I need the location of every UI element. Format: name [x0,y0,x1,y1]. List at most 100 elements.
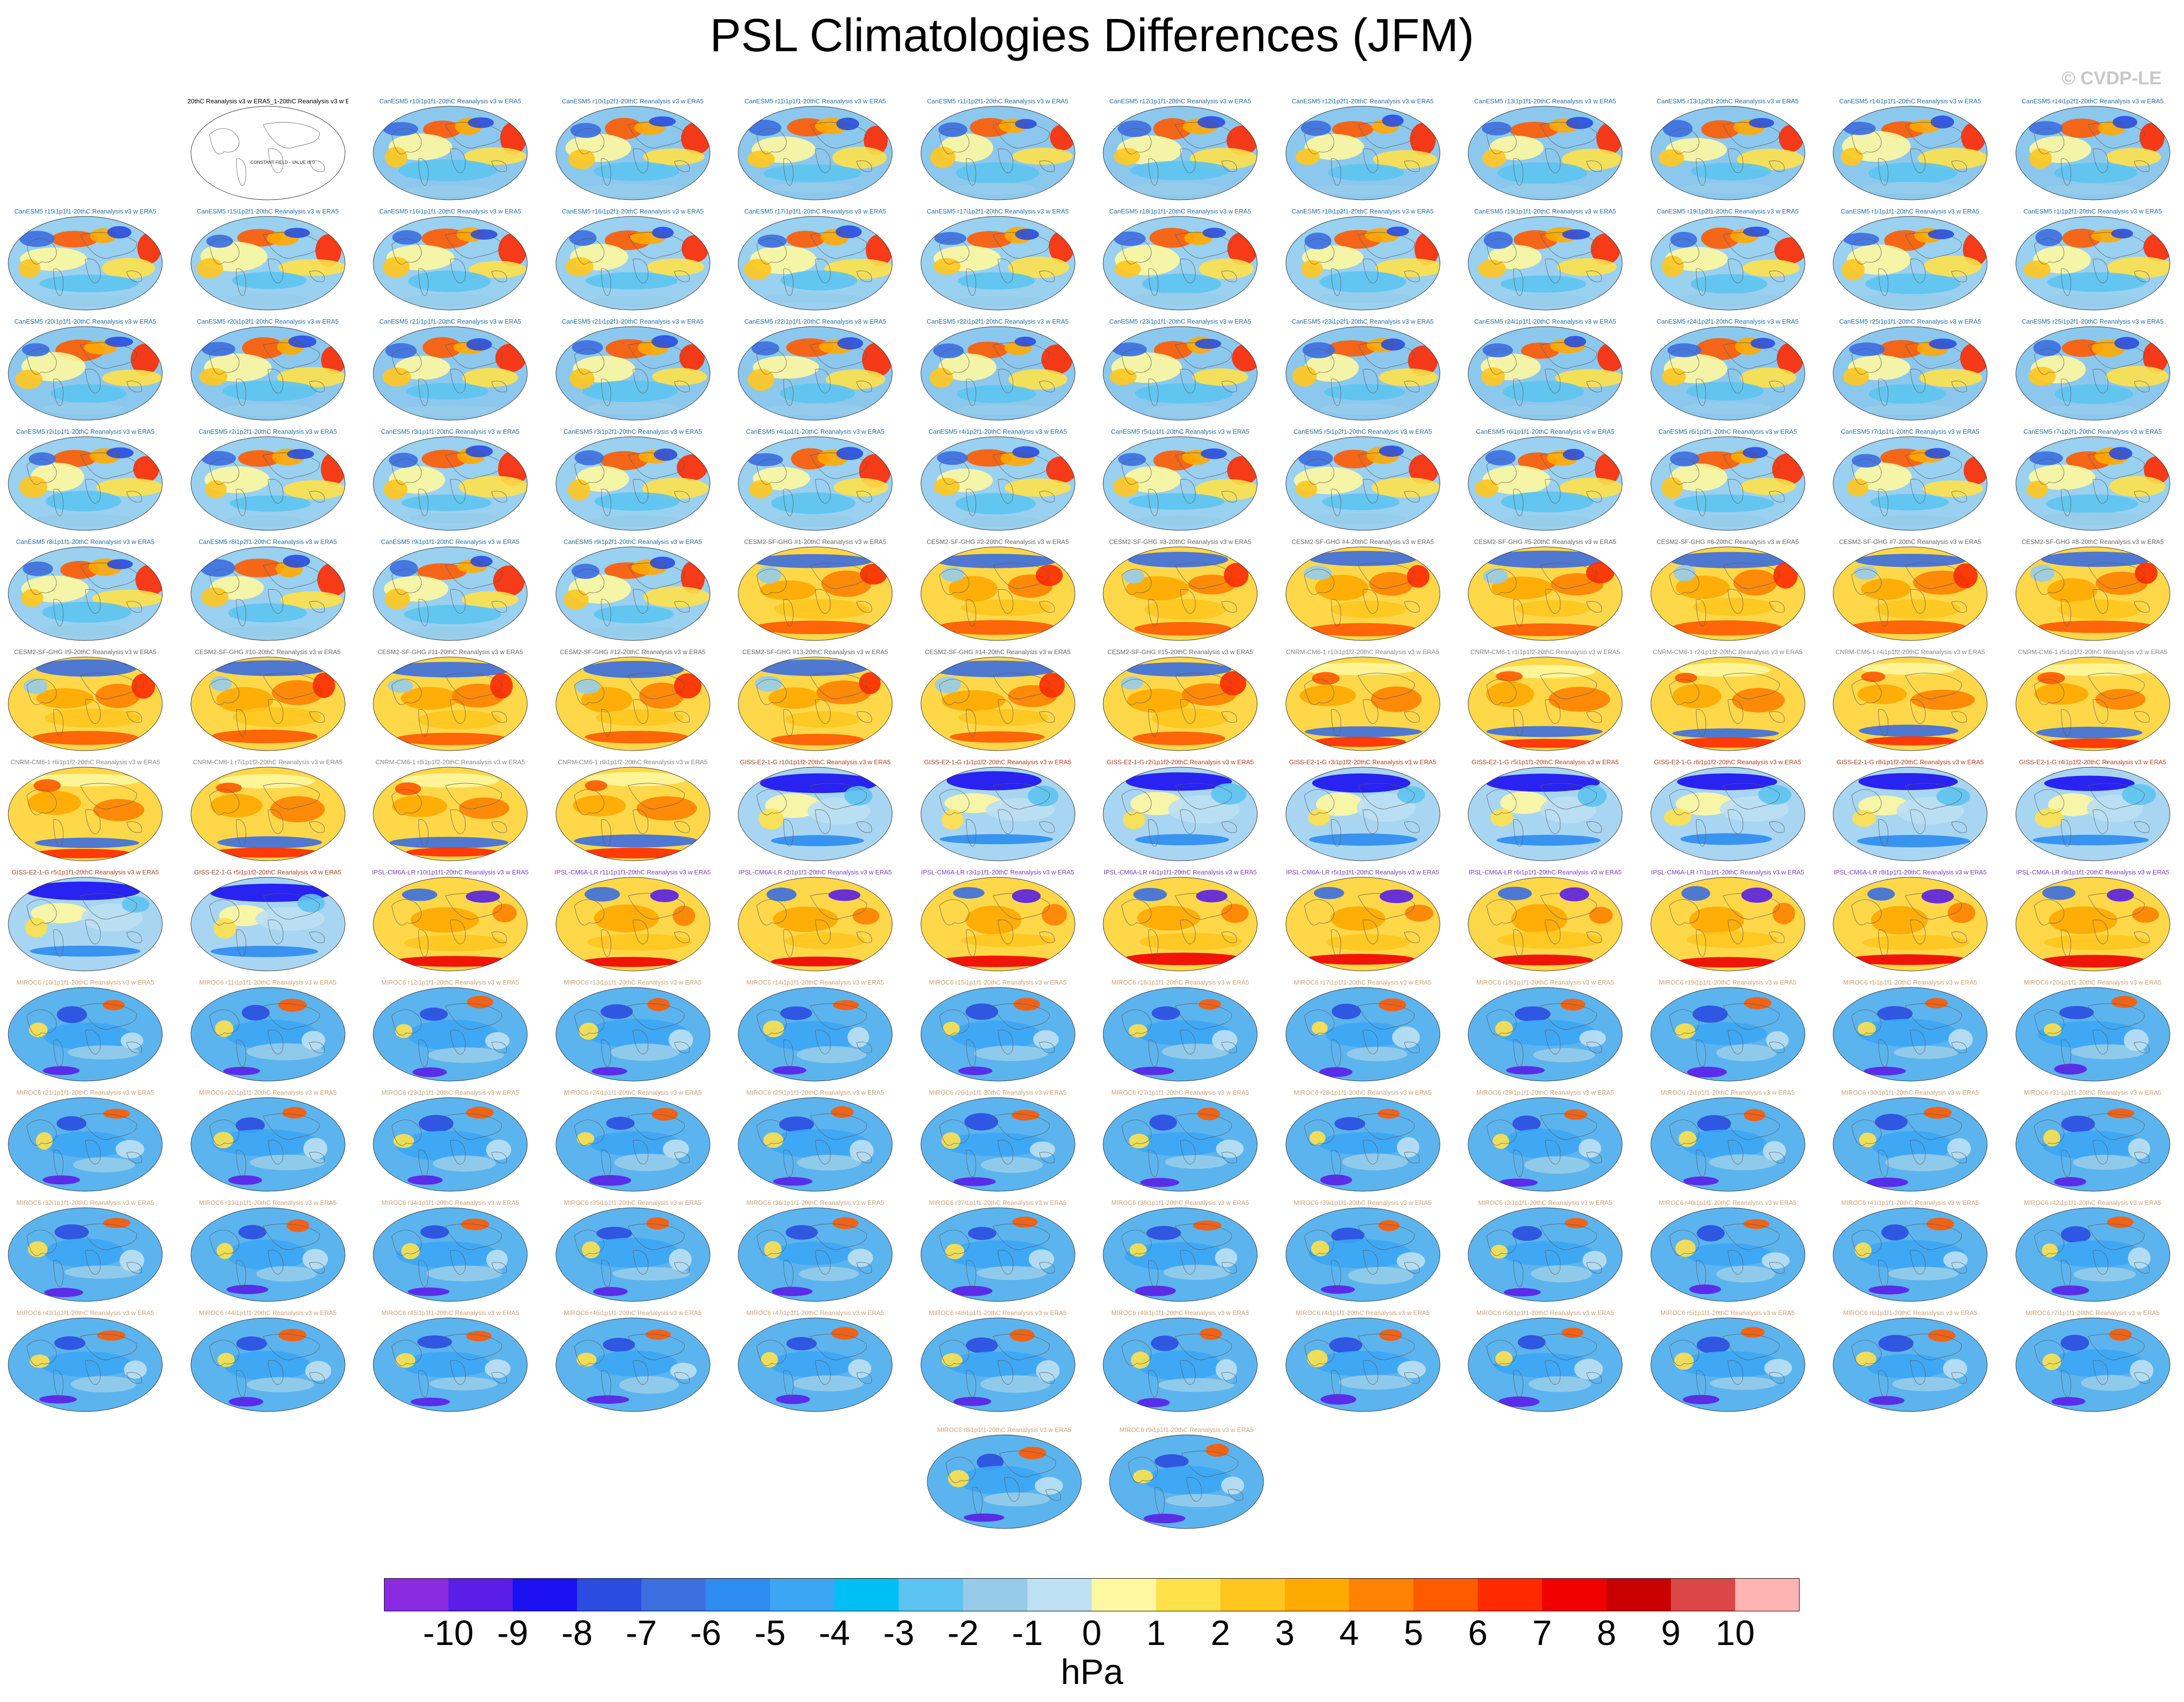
map-border [8,1097,163,1192]
panel-title: CanESM5 r7i1p2f1-20thC Reanalysis v3 w E… [2023,428,2162,435]
map-panel: MIROC6 r27i1p1f1-20thC Reanalysis v3 w E… [1100,1089,1261,1196]
coastline [1722,673,1780,699]
coastline [574,1009,604,1036]
colorbar-swatch [384,1578,449,1611]
map-border [191,1207,345,1302]
anomaly-region [1743,997,1771,1009]
coastline [2087,893,2145,920]
coastline [1039,1152,1054,1163]
anomaly-region [1215,1248,1237,1267]
map-panel: CanESM5 r22i1p1f1-20thC Reanalysis v3 w … [735,318,896,425]
anomaly-region [610,1044,680,1061]
anomaly-region [2043,1023,2062,1037]
coastline [1722,452,1780,479]
anomaly-region [22,561,53,577]
anomaly-region [269,796,325,823]
map-panel: MIROC6 r48i1p1f1-20thC Reanalysis v3 w E… [918,1309,1078,1416]
coastline [1769,711,1784,723]
anomaly-region [1669,463,1727,491]
map-border [373,106,528,200]
coastline [1910,148,1926,174]
anomaly-region [1396,1252,1425,1270]
coastline [1121,1230,1152,1256]
coastline [1951,381,1967,392]
anomaly-region [222,403,312,416]
anomaly-region [2034,683,2088,705]
coastline [309,1152,325,1163]
anomaly-region [1216,1140,1244,1158]
anomaly-region [1856,293,1957,306]
colorbar-tick-label: 9 [1661,1614,1681,1653]
anomaly-region [2041,551,2151,567]
coastline [80,1334,137,1360]
map-border [1650,877,1805,971]
panel-title: MIROC6 r21i1p1f1-20thC Reanalysis v3 w E… [16,1089,154,1096]
panel-title: MIROC6 r11i1p1f1-20thC Reanalysis v3 w E… [199,979,337,986]
coastline [1121,459,1152,485]
map-border [920,546,1075,641]
coastline [85,479,101,504]
coastline [53,1260,64,1287]
panel-title: CanESM5 r6i1p2f1-20thC Reanalysis v3 w E… [1658,428,1797,435]
anomaly-region [941,567,964,582]
map-panel: MIROC6 r30i1p1f1-20thC Reanalysis v3 w E… [1830,1089,1991,1196]
panel-title: CanESM5 r6i1p1f1-20thC Reanalysis v3 w E… [1476,428,1614,435]
anomaly-region [1515,600,1590,617]
coastline [1304,459,1334,485]
coastline [1722,1003,1780,1030]
anomaly-region [206,234,233,248]
anomaly-region [44,1288,83,1297]
coastline [601,1150,611,1177]
anomaly-region [1292,366,1317,387]
map-panel: GISS-E2-1-G r6i1p1f2-20thC Reanalysis v3… [1648,758,1808,866]
anomaly-region [1948,1029,1973,1050]
anomaly-region [1135,516,1221,526]
anomaly-region [582,380,677,402]
anomaly-region [1118,453,1146,466]
coastline [418,929,429,957]
coastline [810,893,867,920]
anomaly-region [1347,1267,1414,1284]
anomaly-region [852,908,880,925]
coastline [2061,158,2071,186]
coastline [756,569,787,595]
coastline [445,1003,502,1030]
anomaly-region [1923,1107,1952,1119]
anomaly-region [585,272,678,290]
map-border [2015,216,2170,310]
anomaly-region [2095,572,2148,595]
coastline [627,783,685,810]
anomaly-region [668,1029,693,1050]
coastline [1513,1370,1524,1397]
map-panel: MIROC6 r33i1p1f1-20thC Reanalysis v3 w E… [188,1199,348,1306]
coastline [939,459,969,485]
anomaly-region [2108,476,2165,497]
anomaly-region [744,259,771,280]
anomaly-region [1562,229,1590,240]
anomaly-region [771,734,864,746]
coastline [601,819,611,847]
anomaly-region [1506,1066,1545,1075]
coastline [2034,1120,2064,1146]
anomaly-region [1716,1044,1777,1062]
anomaly-region [565,257,594,276]
map-plot [8,1317,163,1412]
anomaly-region [1220,671,1246,696]
anomaly-region [1856,1352,1877,1366]
anomaly-region [651,227,674,239]
coastline [1769,601,1784,613]
anomaly-region [581,1238,680,1268]
map-panel: IPSL-CM6A-LR r2i1p1f1-20thC Reanalysis v… [735,869,896,976]
coastline [236,709,246,736]
anomaly-region [201,342,235,356]
anomaly-region [2131,906,2159,923]
anomaly-region [1304,134,1364,160]
coastline [1045,1489,1061,1501]
anomaly-region [618,1376,679,1394]
map-border [738,1207,893,1302]
anomaly-region [748,119,782,136]
coastline [756,1230,787,1256]
map-border [738,1097,893,1192]
map-border [1103,1097,1258,1192]
anomaly-region [2042,886,2075,900]
